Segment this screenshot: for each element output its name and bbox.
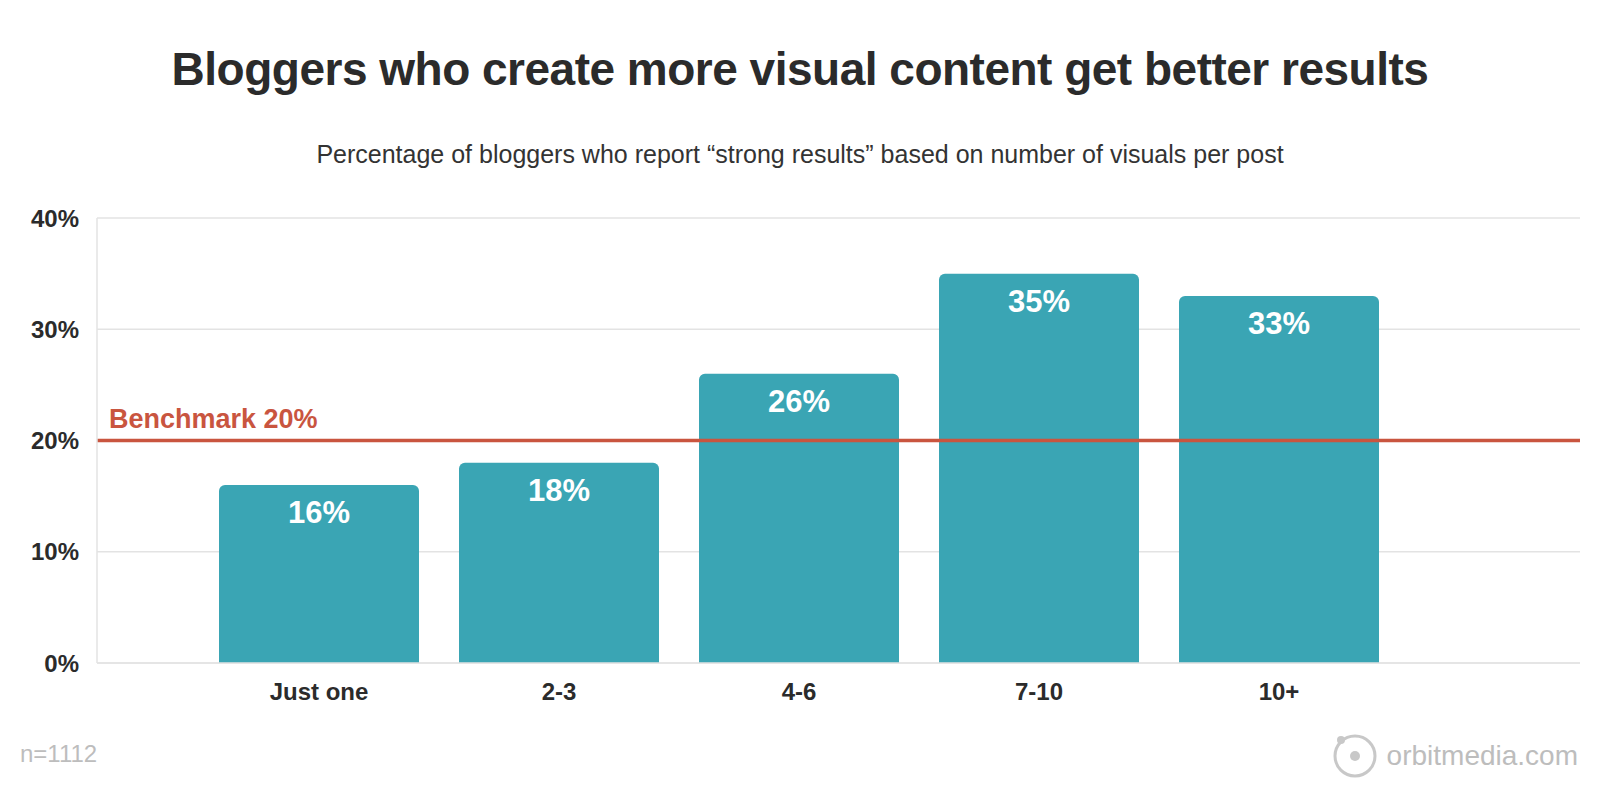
html-text:orbitmedia.com: orbitmedia.com — [1386, 740, 1578, 771]
svg-text:16%: 16% — [288, 495, 350, 530]
svg-text:33%: 33% — [1248, 306, 1310, 341]
svg-text:10+: 10+ — [1259, 678, 1300, 705]
svg-text:35%: 35% — [1008, 284, 1070, 319]
svg-text:0%: 0% — [44, 650, 79, 677]
svg-text:2-3: 2-3 — [542, 678, 577, 705]
html-text:Percentage of bloggers who rep: Percentage of bloggers who report “stron… — [316, 140, 1284, 168]
svg-text:10%: 10% — [31, 538, 79, 565]
svg-text:Benchmark 20%: Benchmark 20% — [109, 404, 318, 434]
html-text:n=1112: n=1112 — [20, 740, 98, 767]
svg-text:26%: 26% — [768, 384, 830, 419]
svg-text:30%: 30% — [31, 316, 79, 343]
svg-text:40%: 40% — [31, 205, 79, 232]
svg-text:18%: 18% — [528, 473, 590, 508]
svg-text:20%: 20% — [31, 427, 79, 454]
svg-text:4-6: 4-6 — [782, 678, 817, 705]
svg-text:Just one: Just one — [270, 678, 369, 705]
html-text:Bloggers who create more visua: Bloggers who create more visual content … — [171, 43, 1429, 95]
svg-text:7-10: 7-10 — [1015, 678, 1063, 705]
